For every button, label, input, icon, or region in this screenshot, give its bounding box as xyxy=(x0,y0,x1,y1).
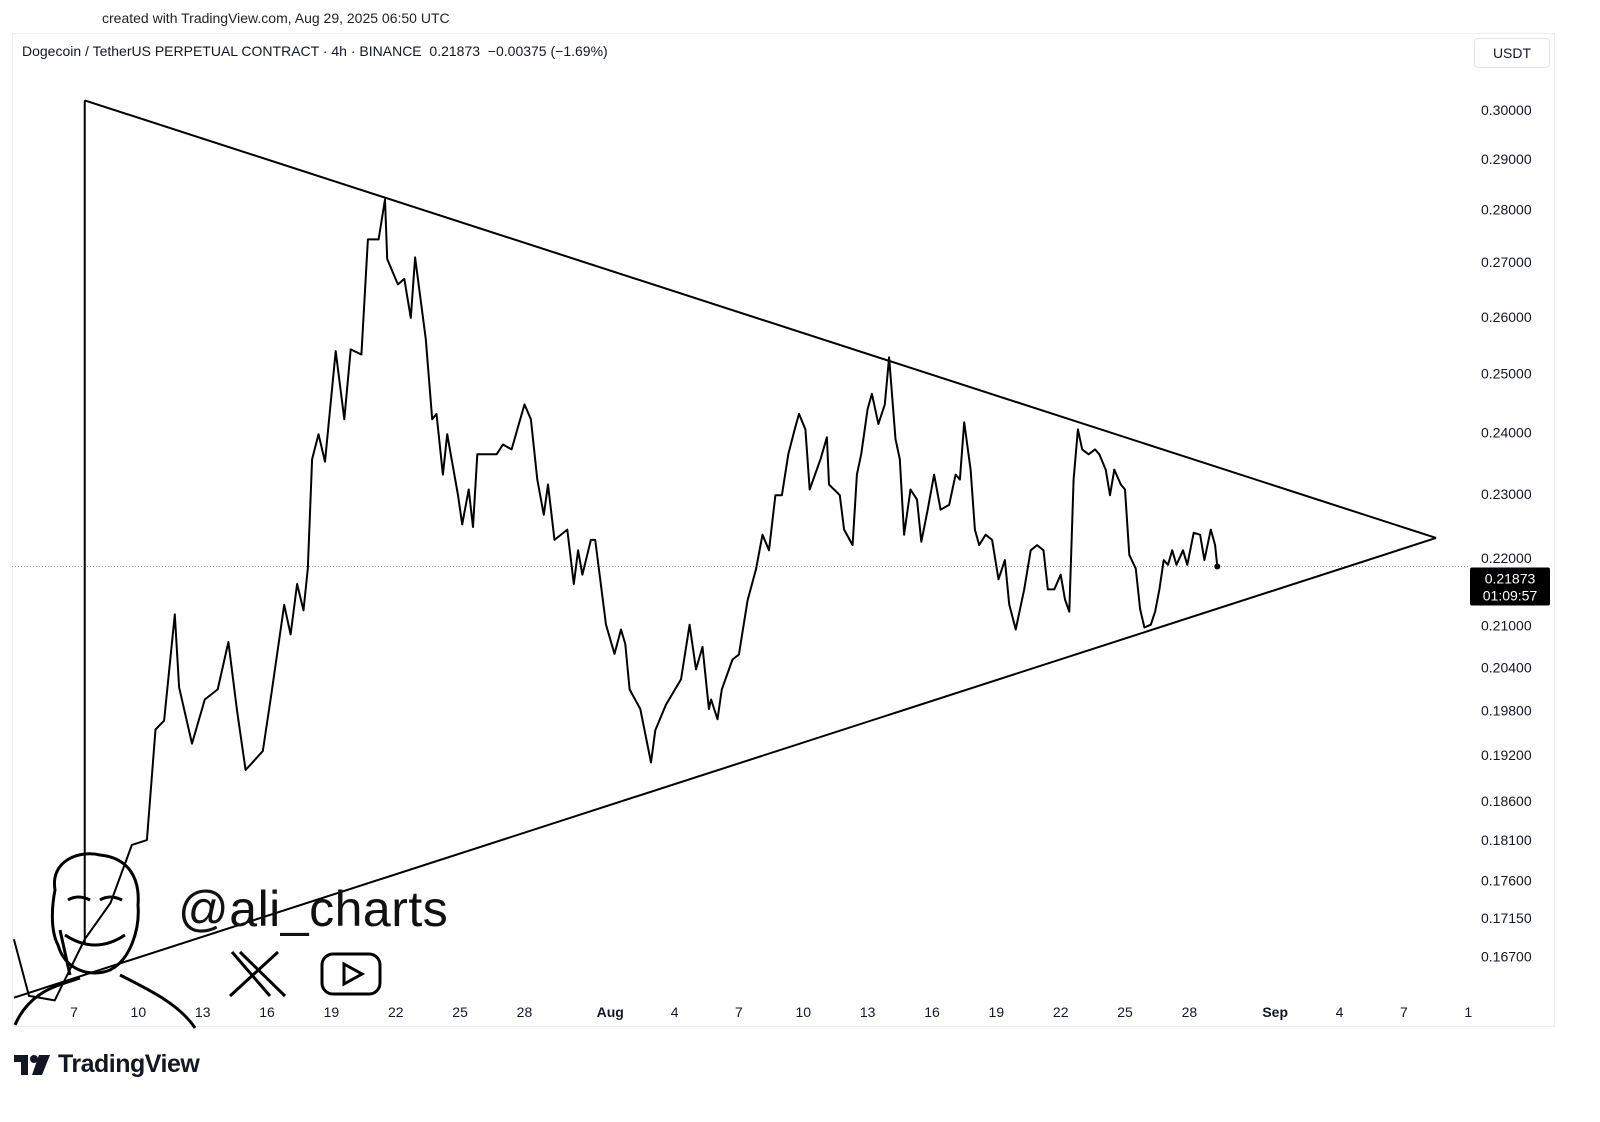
price-tag-value: 0.21873 xyxy=(1485,571,1536,587)
y-tick-label: 0.26000 xyxy=(1481,309,1532,325)
x-tick-label: 22 xyxy=(388,1004,404,1020)
tradingview-logo[interactable]: TradingView xyxy=(14,1050,200,1079)
youtube-icon xyxy=(320,952,382,996)
x-tick-label: 7 xyxy=(735,1004,743,1020)
chart-frame xyxy=(12,33,1555,1027)
y-tick-label: 0.19800 xyxy=(1481,702,1532,718)
x-tick-label: 4 xyxy=(1336,1004,1344,1020)
x-tick-label: 10 xyxy=(796,1004,812,1020)
x-tick-label: 22 xyxy=(1053,1004,1069,1020)
x-tick-label: 19 xyxy=(324,1004,340,1020)
last-price-dot xyxy=(1214,563,1221,570)
y-tick-label: 0.22000 xyxy=(1481,550,1532,566)
x-tick-label: 28 xyxy=(517,1004,533,1020)
x-tick-label: 25 xyxy=(1117,1004,1133,1020)
upper-trendline xyxy=(84,99,1437,539)
y-tick-label: 0.29000 xyxy=(1481,151,1532,167)
x-tick-label: 7 xyxy=(70,1004,78,1020)
y-tick-label: 0.16700 xyxy=(1481,948,1532,964)
y-axis: 0.30000 0.29000 0.28000 0.27000 0.26000 0.250… xyxy=(1481,102,1532,964)
y-tick-label: 0.17150 xyxy=(1481,910,1532,926)
tradingview-logo-icon xyxy=(14,1054,50,1075)
trendlines xyxy=(13,99,1437,999)
price-tag-countdown: 01:09:57 xyxy=(1483,588,1538,604)
y-tick-label: 0.18100 xyxy=(1481,832,1532,848)
x-tick-label: 16 xyxy=(259,1004,275,1020)
lower-trendline xyxy=(13,537,1437,999)
x-tick-label: 25 xyxy=(452,1004,468,1020)
y-tick-label: 0.21000 xyxy=(1481,617,1532,633)
x-tick-label: 28 xyxy=(1182,1004,1198,1020)
x-tick-label: Sep xyxy=(1262,1004,1288,1020)
y-tick-label: 0.17600 xyxy=(1481,873,1532,889)
caricature-face-icon xyxy=(13,852,197,1029)
y-tick-label: 0.23000 xyxy=(1481,486,1532,502)
watermark-handle: @ali_charts xyxy=(178,881,449,937)
x-logo-icon xyxy=(228,950,287,998)
currency-button[interactable]: USDT xyxy=(1474,38,1550,68)
x-tick-label: 16 xyxy=(924,1004,940,1020)
y-tick-label: 0.27000 xyxy=(1481,254,1532,270)
tradingview-wordmark: TradingView xyxy=(58,1050,200,1078)
x-tick-label: 1 xyxy=(1464,1004,1472,1020)
x-tick-label: 10 xyxy=(131,1004,147,1020)
y-tick-label: 0.19200 xyxy=(1481,747,1532,763)
y-tick-label: 0.28000 xyxy=(1481,202,1532,218)
y-tick-label: 0.30000 xyxy=(1481,102,1532,118)
created-with-label: created with TradingView.com, Aug 29, 20… xyxy=(102,10,450,26)
x-tick-label: 13 xyxy=(860,1004,876,1020)
y-tick-label: 0.25000 xyxy=(1481,365,1532,381)
y-tick-label: 0.24000 xyxy=(1481,424,1532,440)
y-tick-label: 0.18600 xyxy=(1481,793,1532,809)
x-tick-label: 7 xyxy=(1400,1004,1408,1020)
price-line xyxy=(12,198,1219,1002)
x-tick-label: 4 xyxy=(671,1004,679,1020)
symbol-legend: Dogecoin / TetherUS PERPETUAL CONTRACT ·… xyxy=(22,43,608,59)
x-axis: 7 10 13 16 19 22 25 28 Aug 4 7 10 13 16 19 22 25 28 Sep 4 7 1 xyxy=(70,1004,1472,1020)
y-tick-label: 0.20400 xyxy=(1481,659,1532,675)
x-tick-label: 13 xyxy=(195,1004,211,1020)
x-tick-label: Aug xyxy=(597,1004,624,1020)
price-tag: 0.21873 01:09:57 xyxy=(1470,567,1550,606)
x-tick-label: 19 xyxy=(989,1004,1005,1020)
